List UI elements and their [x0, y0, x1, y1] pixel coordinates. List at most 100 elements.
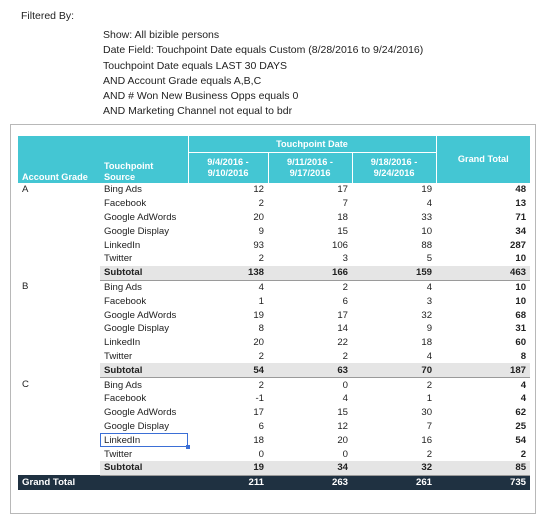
value-cell[interactable]: 17 [337, 184, 348, 196]
value-cell[interactable]: 2 [426, 379, 433, 391]
value-cell[interactable]: 2 [258, 350, 264, 362]
subtotal-value[interactable]: 138 [188, 265, 268, 281]
subtotal-total[interactable]: 187 [436, 363, 531, 379]
value-cell[interactable]: 17 [337, 309, 348, 321]
value-cell[interactable]: 20 [253, 211, 264, 223]
column-header-week[interactable]: 9/11/2016 - 9/17/2016 [268, 152, 353, 183]
subtotal-value[interactable]: 32 [352, 460, 437, 476]
value-cell[interactable]: 9 [426, 323, 433, 335]
grand-total-total[interactable]: 735 [436, 475, 531, 490]
row-total-cell[interactable]: 62 [515, 407, 527, 419]
row-total-cell[interactable]: 287 [510, 239, 527, 251]
value-cell[interactable]: 5 [426, 253, 433, 265]
value-cell[interactable]: 1 [426, 393, 433, 405]
source-cell[interactable]: Twitter [104, 350, 133, 362]
row-total-cell[interactable]: 10 [515, 295, 527, 307]
subtotal-value[interactable]: 70 [352, 363, 437, 379]
row-total-cell[interactable]: 4 [520, 393, 527, 405]
source-cell[interactable]: Facebook [104, 295, 147, 307]
source-cell[interactable]: Twitter [104, 448, 133, 460]
source-cell[interactable]: LinkedIn [104, 239, 141, 251]
value-cell[interactable]: 3 [426, 295, 433, 307]
grand-total-value[interactable]: 263 [268, 475, 352, 490]
value-cell[interactable]: 33 [421, 211, 433, 223]
value-cell[interactable]: 15 [337, 225, 348, 237]
row-total-cell[interactable]: 54 [515, 434, 527, 446]
value-cell[interactable]: 18 [337, 211, 348, 223]
row-total-cell[interactable]: 10 [515, 281, 527, 293]
row-total-cell[interactable]: 31 [515, 323, 527, 335]
value-cell[interactable]: 12 [253, 184, 264, 196]
row-total-cell[interactable]: 60 [515, 337, 527, 349]
column-header-week[interactable]: 9/4/2016 - 9/10/2016 [188, 152, 269, 183]
value-cell[interactable]: 19 [421, 184, 433, 196]
row-total-cell[interactable]: 34 [515, 225, 527, 237]
account-grade-cell[interactable]: C [22, 378, 29, 390]
value-cell[interactable]: 16 [421, 434, 433, 446]
subtotal-value[interactable]: 166 [268, 265, 352, 281]
source-cell[interactable]: Facebook [104, 198, 147, 210]
grand-total-value[interactable]: 211 [188, 475, 268, 490]
row-total-cell[interactable]: 48 [515, 184, 527, 196]
value-cell[interactable]: 4 [258, 281, 264, 293]
value-cell[interactable]: 10 [421, 225, 433, 237]
value-cell[interactable]: 7 [342, 198, 348, 210]
value-cell[interactable]: 4 [426, 198, 433, 210]
value-cell[interactable]: 0 [342, 448, 348, 460]
value-cell[interactable]: 2 [258, 379, 264, 391]
source-cell[interactable]: Bing Ads [104, 184, 142, 196]
row-total-cell[interactable]: 2 [520, 448, 527, 460]
subtotal-value[interactable]: 54 [188, 363, 268, 379]
source-cell[interactable]: LinkedIn [100, 433, 190, 450]
column-header-account-grade[interactable]: Account Grade [18, 136, 100, 183]
column-header-week[interactable]: 9/18/2016 - 9/24/2016 [352, 152, 437, 183]
column-header-grand-total[interactable]: Grand Total [436, 136, 531, 183]
value-cell[interactable]: 1 [258, 295, 264, 307]
source-cell[interactable]: Bing Ads [104, 281, 142, 293]
value-cell[interactable]: 2 [258, 253, 264, 265]
value-cell[interactable]: 2 [258, 198, 264, 210]
source-cell[interactable]: LinkedIn [104, 337, 141, 349]
source-cell[interactable]: Google AdWords [104, 309, 177, 321]
column-header-touchpoint-date[interactable]: Touchpoint Date [188, 136, 437, 153]
source-cell[interactable]: Google Display [104, 323, 170, 335]
value-cell[interactable]: 2 [342, 350, 348, 362]
subtotal-value[interactable]: 63 [268, 363, 352, 379]
row-total-cell[interactable]: 68 [515, 309, 527, 321]
value-cell[interactable]: 8 [258, 323, 264, 335]
source-cell[interactable]: Google AdWords [104, 211, 177, 223]
source-cell[interactable]: Google AdWords [104, 407, 177, 419]
value-cell[interactable]: 20 [337, 434, 348, 446]
source-cell[interactable]: Twitter [104, 253, 133, 265]
value-cell[interactable]: 18 [421, 337, 433, 349]
value-cell[interactable]: 30 [421, 407, 433, 419]
value-cell[interactable]: 6 [258, 420, 264, 432]
value-cell[interactable]: 4 [426, 350, 433, 362]
value-cell[interactable]: 3 [342, 253, 348, 265]
value-cell[interactable]: 14 [337, 323, 348, 335]
subtotal-value[interactable]: 34 [268, 460, 352, 476]
subtotal-value[interactable]: 159 [352, 265, 437, 281]
source-cell[interactable]: Google Display [104, 420, 170, 432]
subtotal-total[interactable]: 463 [436, 265, 531, 281]
value-cell[interactable]: 22 [337, 337, 348, 349]
account-grade-cell[interactable]: A [22, 184, 29, 195]
account-grade-cell[interactable]: B [22, 281, 29, 293]
column-header-touchpoint-source[interactable]: Touchpoint Source [100, 136, 189, 183]
value-cell[interactable]: 9 [258, 225, 264, 237]
value-cell[interactable]: 20 [253, 337, 264, 349]
row-total-cell[interactable]: 71 [515, 211, 527, 223]
value-cell[interactable]: 2 [426, 448, 433, 460]
row-total-cell[interactable]: 10 [515, 253, 527, 265]
value-cell[interactable]: 7 [426, 420, 433, 432]
source-cell[interactable]: Google Display [104, 225, 170, 237]
row-total-cell[interactable]: 25 [515, 420, 527, 432]
row-total-cell[interactable]: 13 [515, 198, 527, 210]
value-cell[interactable]: 0 [258, 448, 264, 460]
value-cell[interactable]: 4 [342, 393, 348, 405]
subtotal-total[interactable]: 85 [436, 460, 531, 476]
value-cell[interactable]: 88 [421, 239, 433, 251]
subtotal-value[interactable]: 19 [188, 460, 268, 476]
source-cell[interactable]: Facebook [104, 393, 147, 405]
row-total-cell[interactable]: 8 [520, 350, 527, 362]
